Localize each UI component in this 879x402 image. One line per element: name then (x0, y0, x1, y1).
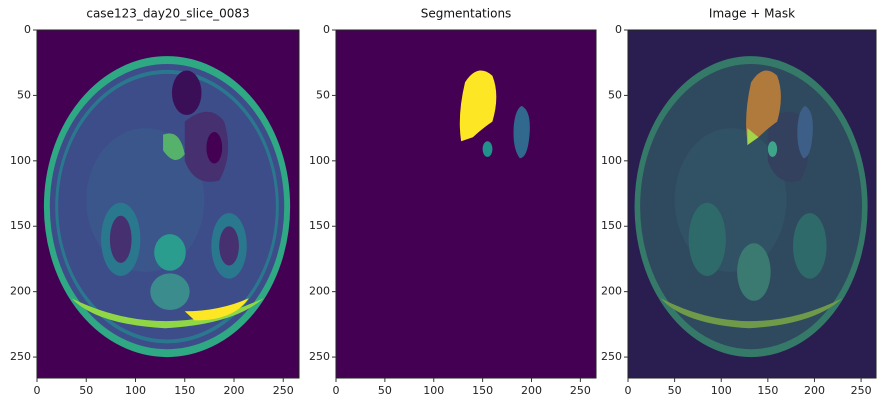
ct-image (37, 30, 299, 378)
panel-title: case123_day20_slice_0083 (86, 7, 249, 21)
y-tick-label: 100 (10, 154, 31, 167)
panel-title: Segmentations (421, 7, 512, 21)
x-tick-label: 100 (125, 384, 146, 397)
x-tick-label: 100 (423, 384, 444, 397)
x-tick-label: 150 (472, 384, 493, 397)
x-tick-label: 0 (625, 384, 632, 397)
y-tick-label: 0 (323, 23, 330, 36)
x-tick-label: 200 (804, 384, 825, 397)
x-tick-label: 50 (668, 384, 682, 397)
x-tick-label: 150 (757, 384, 778, 397)
y-tick-label: 50 (316, 88, 330, 101)
y-tick-label: 50 (608, 88, 622, 101)
x-tick-label: 200 (521, 384, 542, 397)
y-tick-label: 150 (601, 219, 622, 232)
y-tick-label: 150 (309, 219, 330, 232)
y-tick-label: 100 (601, 154, 622, 167)
x-tick-label: 250 (851, 384, 872, 397)
x-tick-label: 0 (34, 384, 41, 397)
y-tick-label: 200 (601, 285, 622, 298)
y-tick-label: 250 (309, 350, 330, 363)
x-tick-label: 100 (711, 384, 732, 397)
figure: case123_day20_slice_0083 0 50 100 150 200 250 0… (0, 0, 879, 402)
x-tick-label: 250 (273, 384, 294, 397)
y-tick-label: 250 (10, 350, 31, 363)
y-tick-label: 250 (601, 350, 622, 363)
segmentation-image (336, 30, 596, 378)
x-tick-label: 150 (174, 384, 195, 397)
y-tick-label: 200 (309, 285, 330, 298)
x-tick-label: 50 (378, 384, 392, 397)
x-tick-label: 0 (333, 384, 340, 397)
y-tick-label: 150 (10, 219, 31, 232)
page: case123_day20_slice_0083 0 50 100 150 200 250 0… (0, 0, 879, 402)
y-tick-label: 50 (17, 88, 31, 101)
y-tick-label: 200 (10, 285, 31, 298)
y-tick-label: 100 (309, 154, 330, 167)
overlay-image (628, 30, 876, 378)
x-tick-label: 50 (79, 384, 93, 397)
y-tick-label: 0 (24, 23, 31, 36)
panel-title: Image + Mask (709, 7, 795, 21)
x-tick-label: 200 (223, 384, 244, 397)
y-tick-label: 0 (615, 23, 622, 36)
x-tick-label: 250 (570, 384, 591, 397)
